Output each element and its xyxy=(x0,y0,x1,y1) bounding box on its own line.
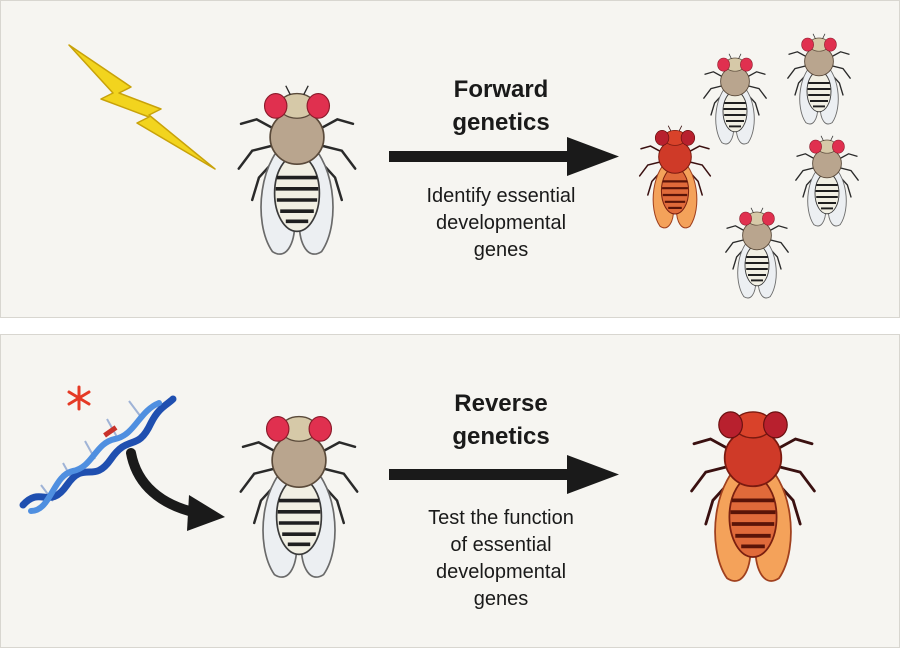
curved-arrow xyxy=(126,448,225,531)
forward-genetics-panel: Forward genetics Identify essential deve… xyxy=(0,0,900,318)
wild-type-fly xyxy=(236,83,358,256)
forward-title: Forward genetics xyxy=(389,73,613,139)
reverse-genetics-panel: Reverse genetics Test the function of es… xyxy=(0,334,900,648)
reverse-desc-line-3: developmental xyxy=(435,561,567,583)
forward-desc-line-2: developmental xyxy=(435,212,567,234)
mutant-progeny-fly xyxy=(638,124,712,229)
mutation-asterisk-icon xyxy=(67,385,91,411)
wild-type-fly xyxy=(238,414,360,579)
reverse-graphics xyxy=(19,385,817,583)
forward-title-line-2: genetics xyxy=(452,109,550,136)
reverse-description: Test the function of essential developme… xyxy=(389,505,613,613)
reverse-title-line-1: Reverse xyxy=(454,390,548,417)
reverse-desc-line-4: genes xyxy=(473,588,529,610)
progeny-fly xyxy=(724,206,790,299)
dna-helix-icon xyxy=(19,395,177,514)
progeny-fly xyxy=(702,52,768,145)
reverse-title-line-2: genetics xyxy=(452,423,550,450)
forward-arrow xyxy=(389,137,619,176)
mutant-fly xyxy=(689,410,817,583)
progeny-fly xyxy=(794,134,860,227)
reverse-arrow xyxy=(389,455,619,494)
reverse-title: Reverse genetics xyxy=(389,387,613,453)
reverse-desc-line-1: Test the function xyxy=(428,507,574,529)
forward-description: Identify essential developmental genes xyxy=(389,183,613,264)
forward-title-line-1: Forward xyxy=(453,76,549,103)
forward-desc-line-3: genes xyxy=(473,239,529,261)
reverse-desc-line-2: of essential xyxy=(450,534,552,556)
forward-graphics xyxy=(68,32,860,299)
lightning-icon xyxy=(68,44,216,170)
forward-desc-line-1: Identify essential xyxy=(426,185,576,207)
progeny-fly xyxy=(786,32,852,125)
